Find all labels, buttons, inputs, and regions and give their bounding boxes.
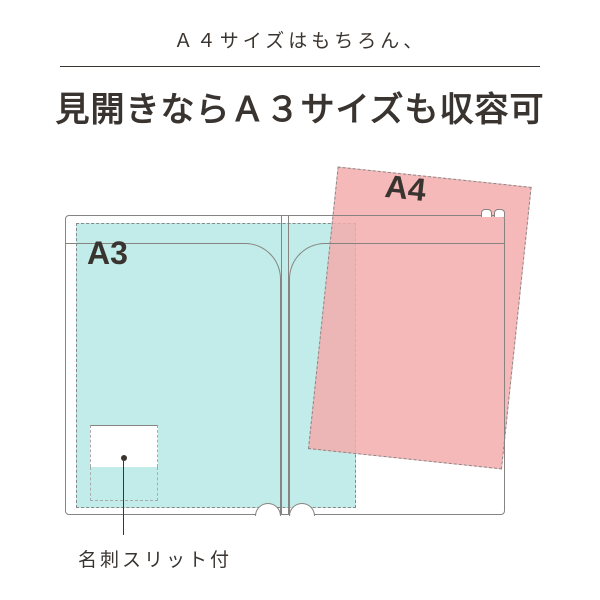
top-tab-right <box>494 209 505 217</box>
label-a4: A4 <box>383 168 428 209</box>
folder-spine <box>281 215 289 515</box>
label-a3: A3 <box>87 235 128 272</box>
business-card-slit-lower <box>90 467 158 501</box>
divider-line <box>60 66 540 67</box>
callout-dot-icon <box>121 455 127 461</box>
headline-text: 見開きならＡ３サイズも収容可 <box>0 82 600 131</box>
infographic-container: Ａ４サイズはもちろん、 見開きならＡ３サイズも収容可 A3 A4 名刺スリット付 <box>0 0 600 600</box>
top-tab-left <box>481 209 492 217</box>
slit-caption-text: 名刺スリット付 <box>78 545 232 572</box>
callout-line <box>123 461 124 535</box>
folder-pocket-right <box>289 243 505 515</box>
subtitle-text: Ａ４サイズはもちろん、 <box>0 26 600 53</box>
folder-diagram: A3 A4 <box>65 165 535 515</box>
